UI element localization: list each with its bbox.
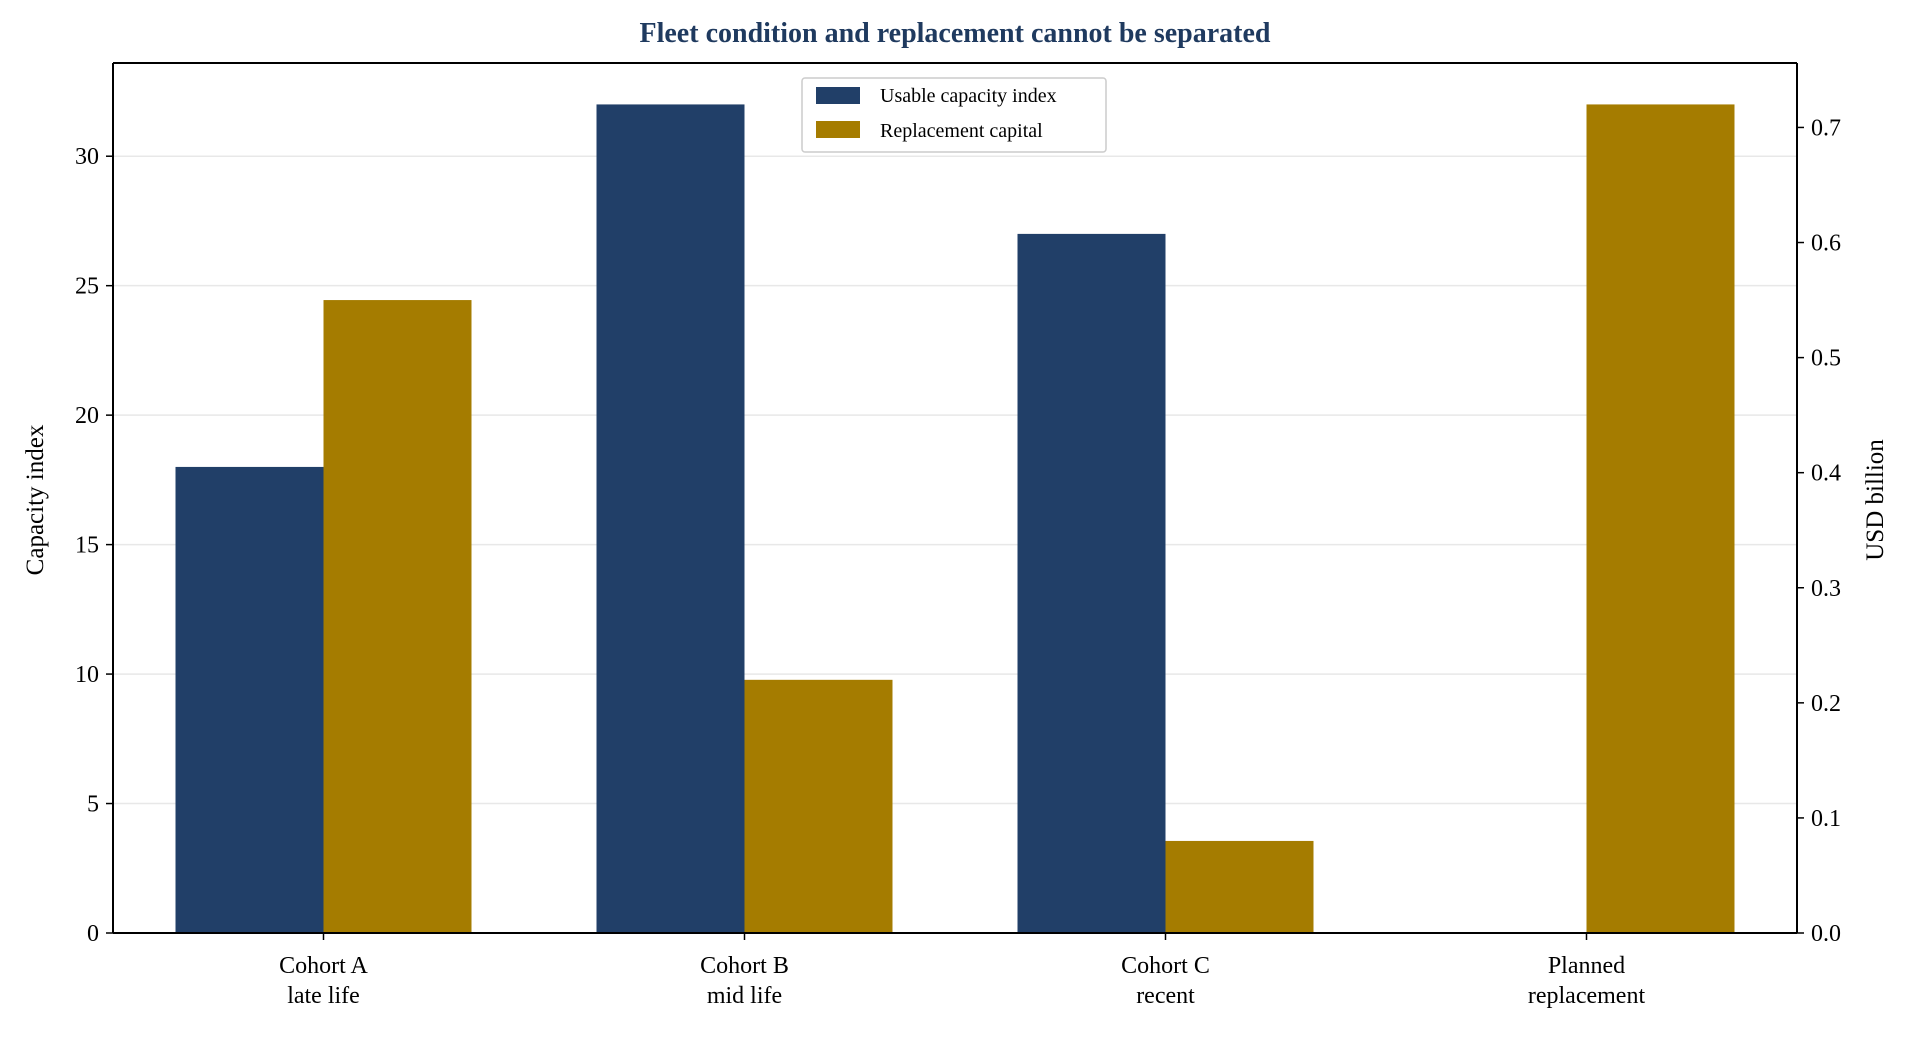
x-tick-label: Cohort A (279, 953, 368, 979)
x-tick-label: recent (1136, 983, 1195, 1009)
legend-box (801, 77, 1107, 153)
bar-capacity (596, 104, 745, 933)
y2-tick-label: 0.4 (1811, 461, 1841, 487)
y2-tick-label: 0.6 (1811, 231, 1841, 257)
x-axis-ticks: Cohort A late life Cohort B mid life Cohort … (279, 933, 1645, 1009)
bar-replacement (1586, 104, 1735, 933)
axes (112, 62, 1798, 934)
y2-tick-label: 0.2 (1811, 691, 1841, 717)
x-tick-label: Cohort C (1121, 953, 1210, 979)
y2-tick-label: 0.5 (1811, 346, 1841, 372)
y-tick-label: 25 (75, 274, 99, 300)
y-tick-label: 5 (87, 792, 99, 818)
y-tick-label: 15 (75, 533, 99, 559)
y-tick-label: 10 (75, 662, 99, 688)
bar-replacement (323, 300, 472, 934)
legend-label-replacement: Replacement capital (880, 120, 1043, 142)
x-tick-label: Planned (1548, 953, 1625, 979)
bar-replacement (1165, 840, 1314, 933)
bar-capacity (175, 466, 324, 933)
x-tick-label: replacement (1528, 983, 1646, 1009)
y-tick-label: 20 (75, 403, 99, 429)
legend-label-capacity: Usable capacity index (880, 85, 1057, 107)
y2-tick-label: 0.3 (1811, 576, 1841, 602)
bar-capacity (1017, 233, 1166, 934)
chart-title: Fleet condition and replacement cannot b… (640, 18, 1271, 49)
bar-replacement (744, 679, 893, 933)
y2-tick-label: 0.0 (1811, 921, 1841, 947)
bars (175, 104, 1735, 934)
y-axis-right-label: USD billion (1862, 439, 1889, 561)
y-axis-right-ticks: 0.0 0.1 0.2 0.3 0.4 0.5 0.6 0.7 (1797, 115, 1841, 947)
legend: Usable capacity index Replacement capita… (801, 77, 1107, 153)
y2-tick-label: 0.1 (1811, 806, 1841, 832)
y-tick-label: 0 (87, 921, 99, 947)
y2-tick-label: 0.7 (1811, 115, 1841, 141)
y-tick-label: 30 (75, 144, 99, 170)
x-tick-label: Cohort B (700, 953, 789, 979)
legend-swatch-capacity (816, 87, 860, 104)
x-tick-label: late life (287, 983, 360, 1009)
legend-swatch-replacement (816, 121, 860, 138)
y-axis-left-ticks: 0 5 10 15 20 25 30 (75, 144, 113, 947)
y-axis-left-label: Capacity index (22, 424, 49, 575)
x-tick-label: mid life (707, 983, 782, 1009)
